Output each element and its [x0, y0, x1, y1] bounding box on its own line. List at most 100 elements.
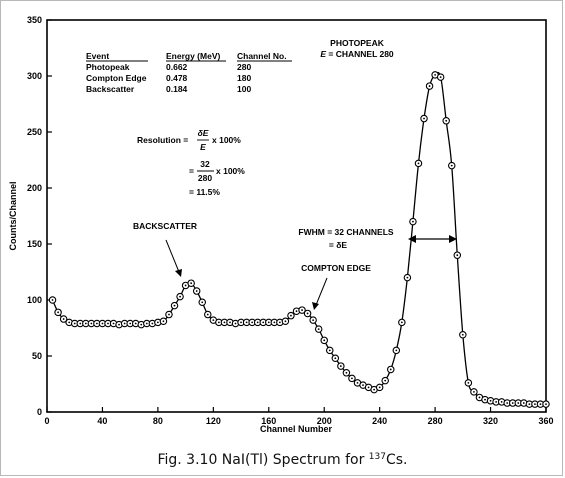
data-point-dot [345, 371, 348, 374]
data-point-dot [96, 322, 98, 325]
data-point [431, 71, 439, 79]
data-point [542, 400, 550, 408]
data-markers [48, 71, 550, 408]
resolution-denominator-value: 280 [198, 173, 212, 183]
x-axis-title: Channel Number [260, 424, 333, 434]
data-point-dot [295, 310, 298, 313]
data-point [414, 159, 423, 168]
data-point-dot [434, 73, 437, 76]
data-point [270, 318, 279, 327]
data-point [359, 381, 367, 389]
data-point-dot [395, 349, 398, 352]
data-point [309, 316, 317, 324]
data-point-dot [339, 365, 342, 367]
data-point-dot [234, 322, 237, 325]
fwhm-delta-label: = δE [329, 240, 347, 250]
data-point-dot [467, 381, 470, 384]
y-tick-label: 150 [27, 239, 42, 249]
data-point-dot [84, 322, 87, 325]
data-point-dot [417, 162, 420, 165]
data-point [281, 317, 290, 326]
data-point-dot [545, 403, 547, 406]
data-point-dot [290, 314, 292, 317]
data-point [298, 306, 306, 314]
data-point [231, 319, 240, 328]
resolution-denominator: E [200, 142, 206, 152]
data-point-dot [412, 220, 414, 223]
data-point-dot [478, 396, 481, 399]
data-point-dot [245, 321, 248, 324]
photopeak-energy-symbol: E [320, 49, 326, 59]
data-point-dot [534, 403, 536, 406]
data-point [326, 346, 334, 355]
data-point [192, 287, 201, 295]
x-axis-ticks: 0 40 80 120 160 200 240 280 320 360 [44, 407, 554, 426]
figure-caption: Fig. 3.10 NaI(Tl) Spectrum for 137Cs. [0, 452, 565, 468]
table-cell: Backscatter [86, 84, 135, 94]
data-point-dot [378, 386, 381, 389]
data-point-dot [450, 164, 453, 167]
data-point-dot [62, 318, 65, 320]
data-point-dot [195, 290, 198, 292]
table-cell: 180 [237, 73, 251, 83]
fwhm-arrowhead-right [449, 235, 457, 243]
data-point-dot [90, 322, 93, 325]
data-point [337, 362, 345, 370]
data-point-dot [306, 312, 309, 315]
data-point [320, 336, 328, 345]
data-point [375, 383, 384, 392]
data-point [303, 309, 312, 318]
data-point [403, 273, 412, 282]
resolution-numerator-value: 32 [200, 159, 210, 169]
x-tick-label: 360 [538, 416, 553, 426]
data-point [436, 73, 445, 81]
table-cell: 0.662 [166, 62, 188, 72]
data-point [398, 318, 406, 327]
resolution-result: = 11.5% [189, 187, 220, 197]
data-point-dot [284, 320, 287, 323]
data-point-dot [68, 321, 71, 324]
data-point [287, 311, 295, 320]
table-cell: 100 [237, 84, 251, 94]
data-point-dot [101, 322, 104, 325]
table-header-event: Event [86, 51, 109, 61]
data-point-dot [57, 311, 59, 314]
photopeak-channel-label: E = CHANNEL 280 [320, 49, 394, 59]
y-axis-title: Counts/Channel [8, 182, 18, 251]
data-point-dot [312, 319, 315, 322]
data-point-dot [256, 321, 259, 324]
data-point-dot [423, 117, 425, 120]
data-point-dot [223, 321, 226, 324]
y-tick-label: 100 [27, 295, 42, 305]
data-point-dot [251, 321, 254, 324]
x-tick-label: 40 [97, 416, 107, 426]
compton-edge-label: COMPTON EDGE [301, 263, 371, 273]
y-tick-label: 50 [32, 351, 42, 361]
data-point-dot [134, 322, 137, 325]
caption-text: Fig. 3.10 NaI(Tl) Spectrum for [157, 452, 369, 468]
data-point [170, 301, 179, 310]
data-point [442, 117, 450, 125]
table-cell: 280 [237, 62, 251, 72]
data-point-dot [179, 295, 181, 298]
data-point-dot [145, 322, 148, 325]
y-tick-label: 200 [27, 183, 42, 193]
caption-element: Cs. [385, 452, 408, 468]
data-point [187, 279, 195, 287]
x-tick-label: 320 [483, 416, 498, 426]
data-point-dot [522, 402, 525, 404]
data-point-dot [240, 321, 242, 324]
data-point-dot [123, 322, 126, 325]
data-point-dot [140, 323, 143, 326]
spectrum-curve [51, 71, 546, 405]
data-point-dot [129, 322, 132, 325]
fwhm-arrowhead-left [408, 235, 416, 243]
photopeak-label: PHOTOPEAK [330, 38, 385, 48]
data-point [159, 317, 168, 326]
data-point-dot [495, 401, 497, 403]
data-point [381, 376, 389, 385]
data-point-dot [445, 119, 448, 122]
data-point-dot [328, 349, 331, 352]
data-point [176, 292, 184, 301]
backscatter-label: BACKSCATTER [133, 221, 197, 231]
